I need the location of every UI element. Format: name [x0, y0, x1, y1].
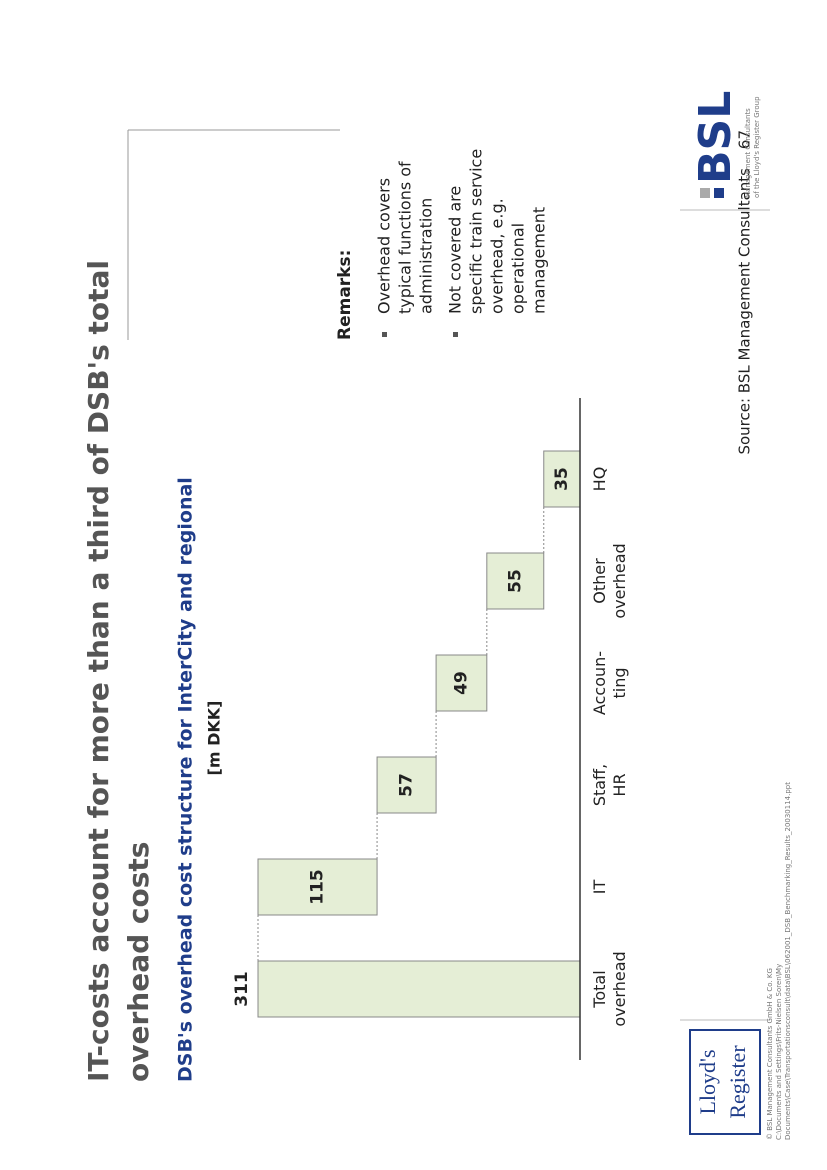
- remarks-title: Remarks:: [335, 250, 355, 340]
- title-line: IT-costs account for more than a third o…: [82, 260, 115, 1082]
- bsl-logo-sub: of the Lloyd's Register Group: [753, 96, 761, 198]
- x-tick-label-line: Staff,: [590, 764, 609, 806]
- bar: [435, 654, 488, 712]
- bsl-logo-sub: Management Consultants: [744, 108, 752, 198]
- remark-line: overhead, e.g.: [488, 198, 507, 314]
- bullet: [453, 332, 458, 337]
- remark-line: Overhead covers: [375, 178, 394, 314]
- lloyds-logo: Lloyd's: [695, 1049, 720, 1114]
- bullet: [382, 332, 387, 337]
- remark-line: specific train service: [467, 149, 486, 314]
- x-tick-label: Accoun-ting: [590, 651, 629, 715]
- x-tick-label-line: HR: [610, 773, 629, 796]
- bar: [257, 960, 581, 1018]
- value-label: 115: [308, 869, 328, 905]
- bsl-logo: BSL: [690, 91, 741, 184]
- footer-small: C:\Documents and Settings\Frits-Nielsen …: [775, 964, 783, 1140]
- bar: [257, 858, 378, 916]
- x-tick-label-line: IT: [590, 880, 609, 895]
- x-tick-label-line: overhead: [610, 951, 629, 1026]
- bsl-logo-square: [714, 188, 724, 198]
- source: Source: BSL Management Consultants: [736, 168, 754, 455]
- value-label: 35: [552, 467, 572, 491]
- value-label: 55: [505, 569, 525, 593]
- x-tick-label: HQ: [590, 467, 609, 492]
- x-tick-label-line: Total: [590, 970, 609, 1008]
- remark-line: administration: [417, 198, 436, 314]
- x-tick-label-line: ting: [610, 667, 629, 698]
- remark-line: typical functions of: [396, 161, 415, 314]
- value-label: 311: [232, 971, 252, 1007]
- x-tick-label: Staff,HR: [590, 764, 629, 806]
- value-label: 49: [451, 671, 471, 695]
- lloyds-logo-frame: [689, 1029, 761, 1135]
- x-tick-label-line: Other: [590, 558, 609, 604]
- bsl-logo-square: [700, 188, 710, 198]
- footer-small: © BSL Management Consultants GmbH & Co. …: [766, 968, 774, 1140]
- x-tick-label-line: overhead: [610, 543, 629, 618]
- x-tick-label: IT: [590, 880, 609, 895]
- subtitle: DSB's overhead cost structure for InterC…: [175, 477, 197, 1082]
- remark-line: management: [530, 207, 549, 314]
- x-tick-label: Otheroverhead: [590, 543, 629, 618]
- bar: [376, 756, 437, 814]
- value-label: 57: [397, 773, 417, 797]
- unit-label: [m DKK]: [205, 701, 224, 776]
- remark-line: Not covered are: [446, 186, 465, 314]
- x-tick-label: Totaloverhead: [590, 951, 629, 1026]
- title-line: overhead costs: [122, 842, 155, 1082]
- footer-small: Documents\Case\Transportationsconsult\da…: [784, 782, 792, 1140]
- bar: [486, 552, 545, 610]
- lloyds-logo: Register: [725, 1045, 750, 1119]
- page-number: 67: [736, 130, 754, 149]
- x-tick-label-line: HQ: [590, 467, 609, 492]
- x-tick-label-line: Accoun-: [590, 651, 609, 715]
- remark-line: operational: [509, 223, 528, 314]
